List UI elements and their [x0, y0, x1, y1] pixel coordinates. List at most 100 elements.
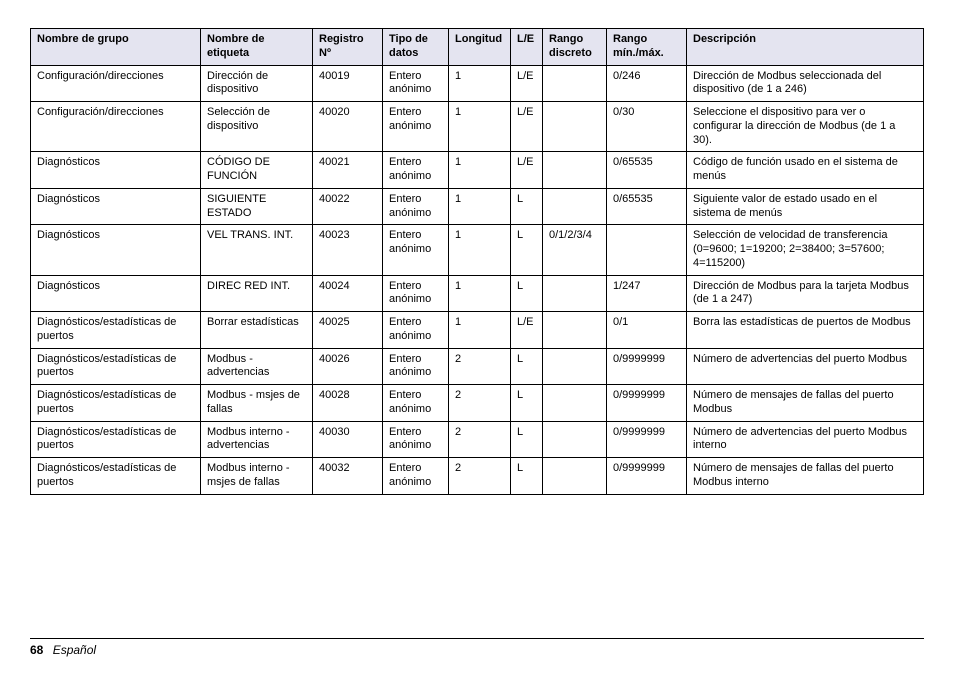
- cell-desc: Número de advertencias del puerto Modbus: [687, 348, 924, 385]
- cell-reg: 40022: [313, 188, 383, 225]
- cell-rmm: [607, 225, 687, 275]
- cell-group: Diagnósticos: [31, 275, 201, 312]
- cell-group: Diagnósticos/estadísticas de puertos: [31, 312, 201, 349]
- cell-len: 1: [449, 152, 511, 189]
- cell-rmm: 0/9999999: [607, 348, 687, 385]
- cell-desc: Número de mensajes de fallas del puerto …: [687, 458, 924, 495]
- cell-dtype: Entero anónimo: [383, 312, 449, 349]
- cell-rdisc: [543, 188, 607, 225]
- cell-rdisc: [543, 312, 607, 349]
- cell-rdisc: [543, 275, 607, 312]
- cell-desc: Borra las estadísticas de puertos de Mod…: [687, 312, 924, 349]
- col-header-le: L/E: [511, 29, 543, 66]
- register-table: Nombre de grupo Nombre de etiqueta Regis…: [30, 28, 924, 495]
- cell-le: L/E: [511, 65, 543, 102]
- page-number: 68: [30, 643, 43, 657]
- table-row: DiagnósticosDIREC RED INT.40024Entero an…: [31, 275, 924, 312]
- cell-group: Diagnósticos: [31, 188, 201, 225]
- cell-group: Diagnósticos: [31, 152, 201, 189]
- col-header-len: Longitud: [449, 29, 511, 66]
- cell-group: Configuración/direcciones: [31, 102, 201, 152]
- cell-rmm: 1/247: [607, 275, 687, 312]
- cell-le: L: [511, 385, 543, 422]
- cell-rdisc: [543, 102, 607, 152]
- cell-rdisc: [543, 152, 607, 189]
- cell-dtype: Entero anónimo: [383, 385, 449, 422]
- cell-group: Diagnósticos/estadísticas de puertos: [31, 385, 201, 422]
- cell-dtype: Entero anónimo: [383, 102, 449, 152]
- cell-len: 2: [449, 348, 511, 385]
- cell-reg: 40023: [313, 225, 383, 275]
- cell-len: 1: [449, 225, 511, 275]
- col-header-label: Nombre de etiqueta: [201, 29, 313, 66]
- cell-rmm: 0/9999999: [607, 421, 687, 458]
- table-row: Diagnósticos/estadísticas de puertosBorr…: [31, 312, 924, 349]
- cell-label: Modbus interno - advertencias: [201, 421, 313, 458]
- col-header-rdisc: Rango discreto: [543, 29, 607, 66]
- cell-desc: Número de mensajes de fallas del puerto …: [687, 385, 924, 422]
- table-row: Configuración/direccionesSelección de di…: [31, 102, 924, 152]
- table-row: Diagnósticos/estadísticas de puertosModb…: [31, 458, 924, 495]
- cell-desc: Selección de velocidad de transferencia …: [687, 225, 924, 275]
- table-row: Diagnósticos/estadísticas de puertosModb…: [31, 385, 924, 422]
- cell-label: DIREC RED INT.: [201, 275, 313, 312]
- cell-dtype: Entero anónimo: [383, 275, 449, 312]
- cell-group: Diagnósticos/estadísticas de puertos: [31, 458, 201, 495]
- table-header-row: Nombre de grupo Nombre de etiqueta Regis…: [31, 29, 924, 66]
- cell-len: 1: [449, 275, 511, 312]
- cell-label: CÓDIGO DE FUNCIÓN: [201, 152, 313, 189]
- cell-label: Modbus - advertencias: [201, 348, 313, 385]
- cell-rmm: 0/9999999: [607, 458, 687, 495]
- table-row: DiagnósticosVEL TRANS. INT.40023Entero a…: [31, 225, 924, 275]
- page-language: Español: [53, 643, 96, 657]
- cell-label: Modbus - msjes de fallas: [201, 385, 313, 422]
- cell-dtype: Entero anónimo: [383, 152, 449, 189]
- cell-dtype: Entero anónimo: [383, 225, 449, 275]
- cell-len: 2: [449, 385, 511, 422]
- cell-rdisc: [543, 65, 607, 102]
- cell-label: VEL TRANS. INT.: [201, 225, 313, 275]
- col-header-dtype: Tipo de datos: [383, 29, 449, 66]
- cell-reg: 40025: [313, 312, 383, 349]
- cell-len: 1: [449, 188, 511, 225]
- table-row: DiagnósticosCÓDIGO DE FUNCIÓN40021Entero…: [31, 152, 924, 189]
- cell-le: L: [511, 458, 543, 495]
- cell-rdisc: [543, 458, 607, 495]
- cell-le: L/E: [511, 312, 543, 349]
- cell-desc: Dirección de Modbus para la tarjeta Modb…: [687, 275, 924, 312]
- cell-len: 1: [449, 65, 511, 102]
- table-row: Diagnósticos/estadísticas de puertosModb…: [31, 421, 924, 458]
- cell-label: Modbus interno - msjes de fallas: [201, 458, 313, 495]
- table-row: Diagnósticos/estadísticas de puertosModb…: [31, 348, 924, 385]
- cell-rmm: 0/65535: [607, 188, 687, 225]
- cell-rdisc: 0/1/2/3/4: [543, 225, 607, 275]
- cell-le: L: [511, 225, 543, 275]
- cell-len: 1: [449, 312, 511, 349]
- cell-desc: Siguiente valor de estado usado en el si…: [687, 188, 924, 225]
- cell-desc: Seleccione el dispositivo para ver o con…: [687, 102, 924, 152]
- page: Nombre de grupo Nombre de etiqueta Regis…: [0, 0, 954, 673]
- col-header-reg: Registro Nº: [313, 29, 383, 66]
- cell-group: Diagnósticos: [31, 225, 201, 275]
- cell-label: Borrar estadísticas: [201, 312, 313, 349]
- cell-rdisc: [543, 348, 607, 385]
- col-header-rmm: Rango mín./máx.: [607, 29, 687, 66]
- cell-dtype: Entero anónimo: [383, 188, 449, 225]
- cell-dtype: Entero anónimo: [383, 65, 449, 102]
- cell-reg: 40028: [313, 385, 383, 422]
- col-header-group: Nombre de grupo: [31, 29, 201, 66]
- cell-group: Diagnósticos/estadísticas de puertos: [31, 421, 201, 458]
- cell-dtype: Entero anónimo: [383, 458, 449, 495]
- cell-group: Configuración/direcciones: [31, 65, 201, 102]
- cell-le: L: [511, 421, 543, 458]
- cell-reg: 40021: [313, 152, 383, 189]
- cell-reg: 40019: [313, 65, 383, 102]
- cell-le: L: [511, 188, 543, 225]
- cell-dtype: Entero anónimo: [383, 348, 449, 385]
- cell-len: 2: [449, 458, 511, 495]
- table-row: DiagnósticosSIGUIENTE ESTADO40022Entero …: [31, 188, 924, 225]
- cell-len: 2: [449, 421, 511, 458]
- cell-desc: Dirección de Modbus seleccionada del dis…: [687, 65, 924, 102]
- cell-le: L: [511, 348, 543, 385]
- cell-rmm: 0/246: [607, 65, 687, 102]
